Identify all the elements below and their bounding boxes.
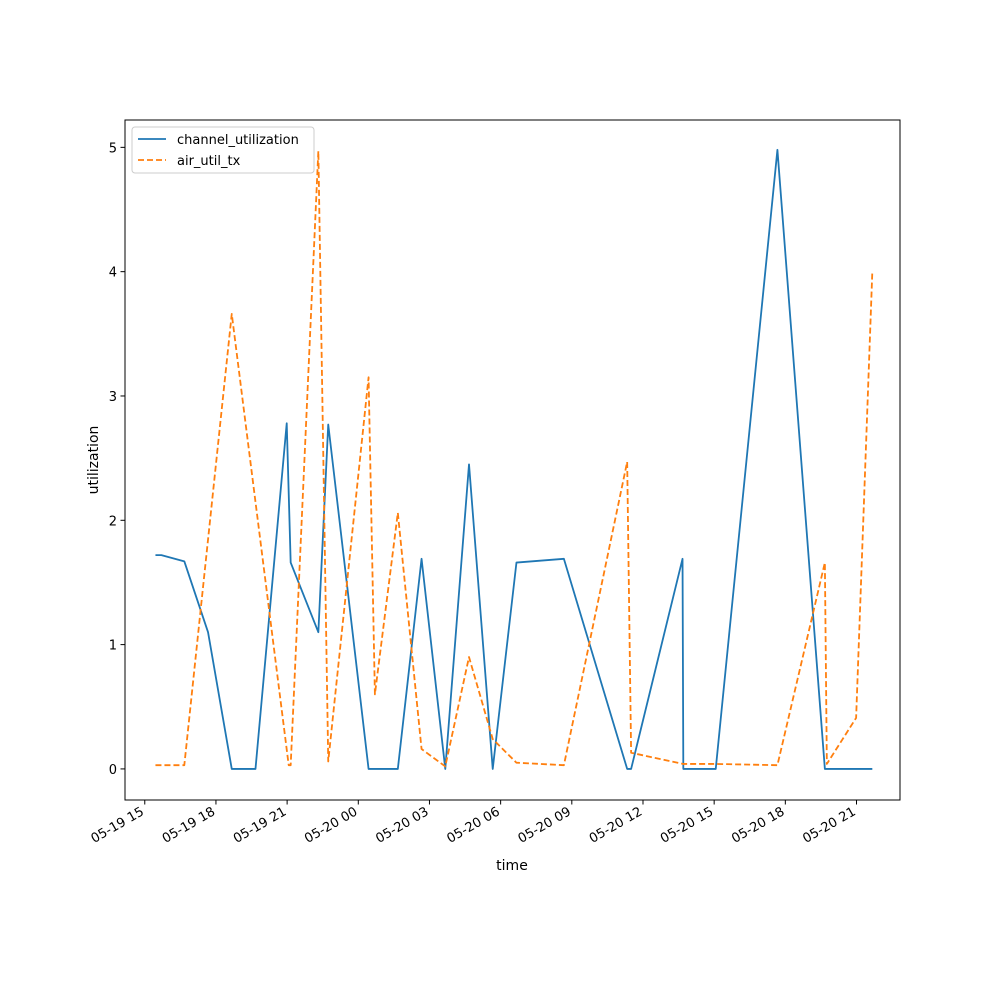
legend-label-channel-utilization: channel_utilization: [177, 133, 299, 148]
y-tick-label-2: 2: [109, 514, 117, 529]
y-tick-label-1: 1: [109, 639, 117, 654]
series-line-air-util-tx: [155, 150, 874, 768]
legend: channel_utilization air_util_tx: [131, 126, 315, 174]
plot-frame: [124, 119, 901, 801]
y-tick-label-4: 4: [109, 266, 117, 281]
series-layer: [155, 148, 874, 770]
y-axis-label: utilization: [86, 426, 102, 495]
x-axis-label: time: [496, 858, 528, 874]
y-tick-label-0: 0: [109, 763, 117, 778]
y-tick-label-3: 3: [109, 390, 117, 405]
y-tick-label-5: 5: [109, 141, 117, 156]
legend-label-air-util-tx: air_util_tx: [177, 154, 241, 169]
series-line-channel-utilization: [155, 148, 873, 770]
legend-box: [131, 126, 315, 174]
